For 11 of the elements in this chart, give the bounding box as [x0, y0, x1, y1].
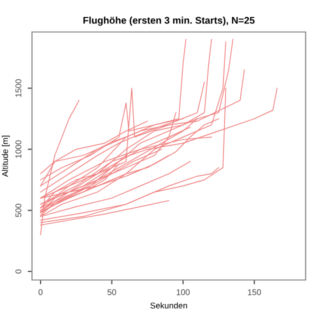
y-tick-label: 0: [15, 269, 22, 274]
x-tick-label: 100: [176, 289, 190, 296]
x-tick-label: 150: [248, 289, 261, 296]
y-tick-label: 1500: [15, 79, 22, 97]
x-tick-label: 50: [108, 289, 116, 296]
chart-title: Flughöhe (ersten 3 min. Starts), N=25: [83, 16, 255, 26]
y-tick-label: 500: [15, 204, 22, 217]
x-axis-title: Sekunden: [150, 302, 188, 308]
y-axis-title: Altitude [m]: [2, 136, 10, 177]
x-tick-label: 0: [38, 289, 43, 296]
y-tick-label: 1000: [15, 140, 22, 158]
